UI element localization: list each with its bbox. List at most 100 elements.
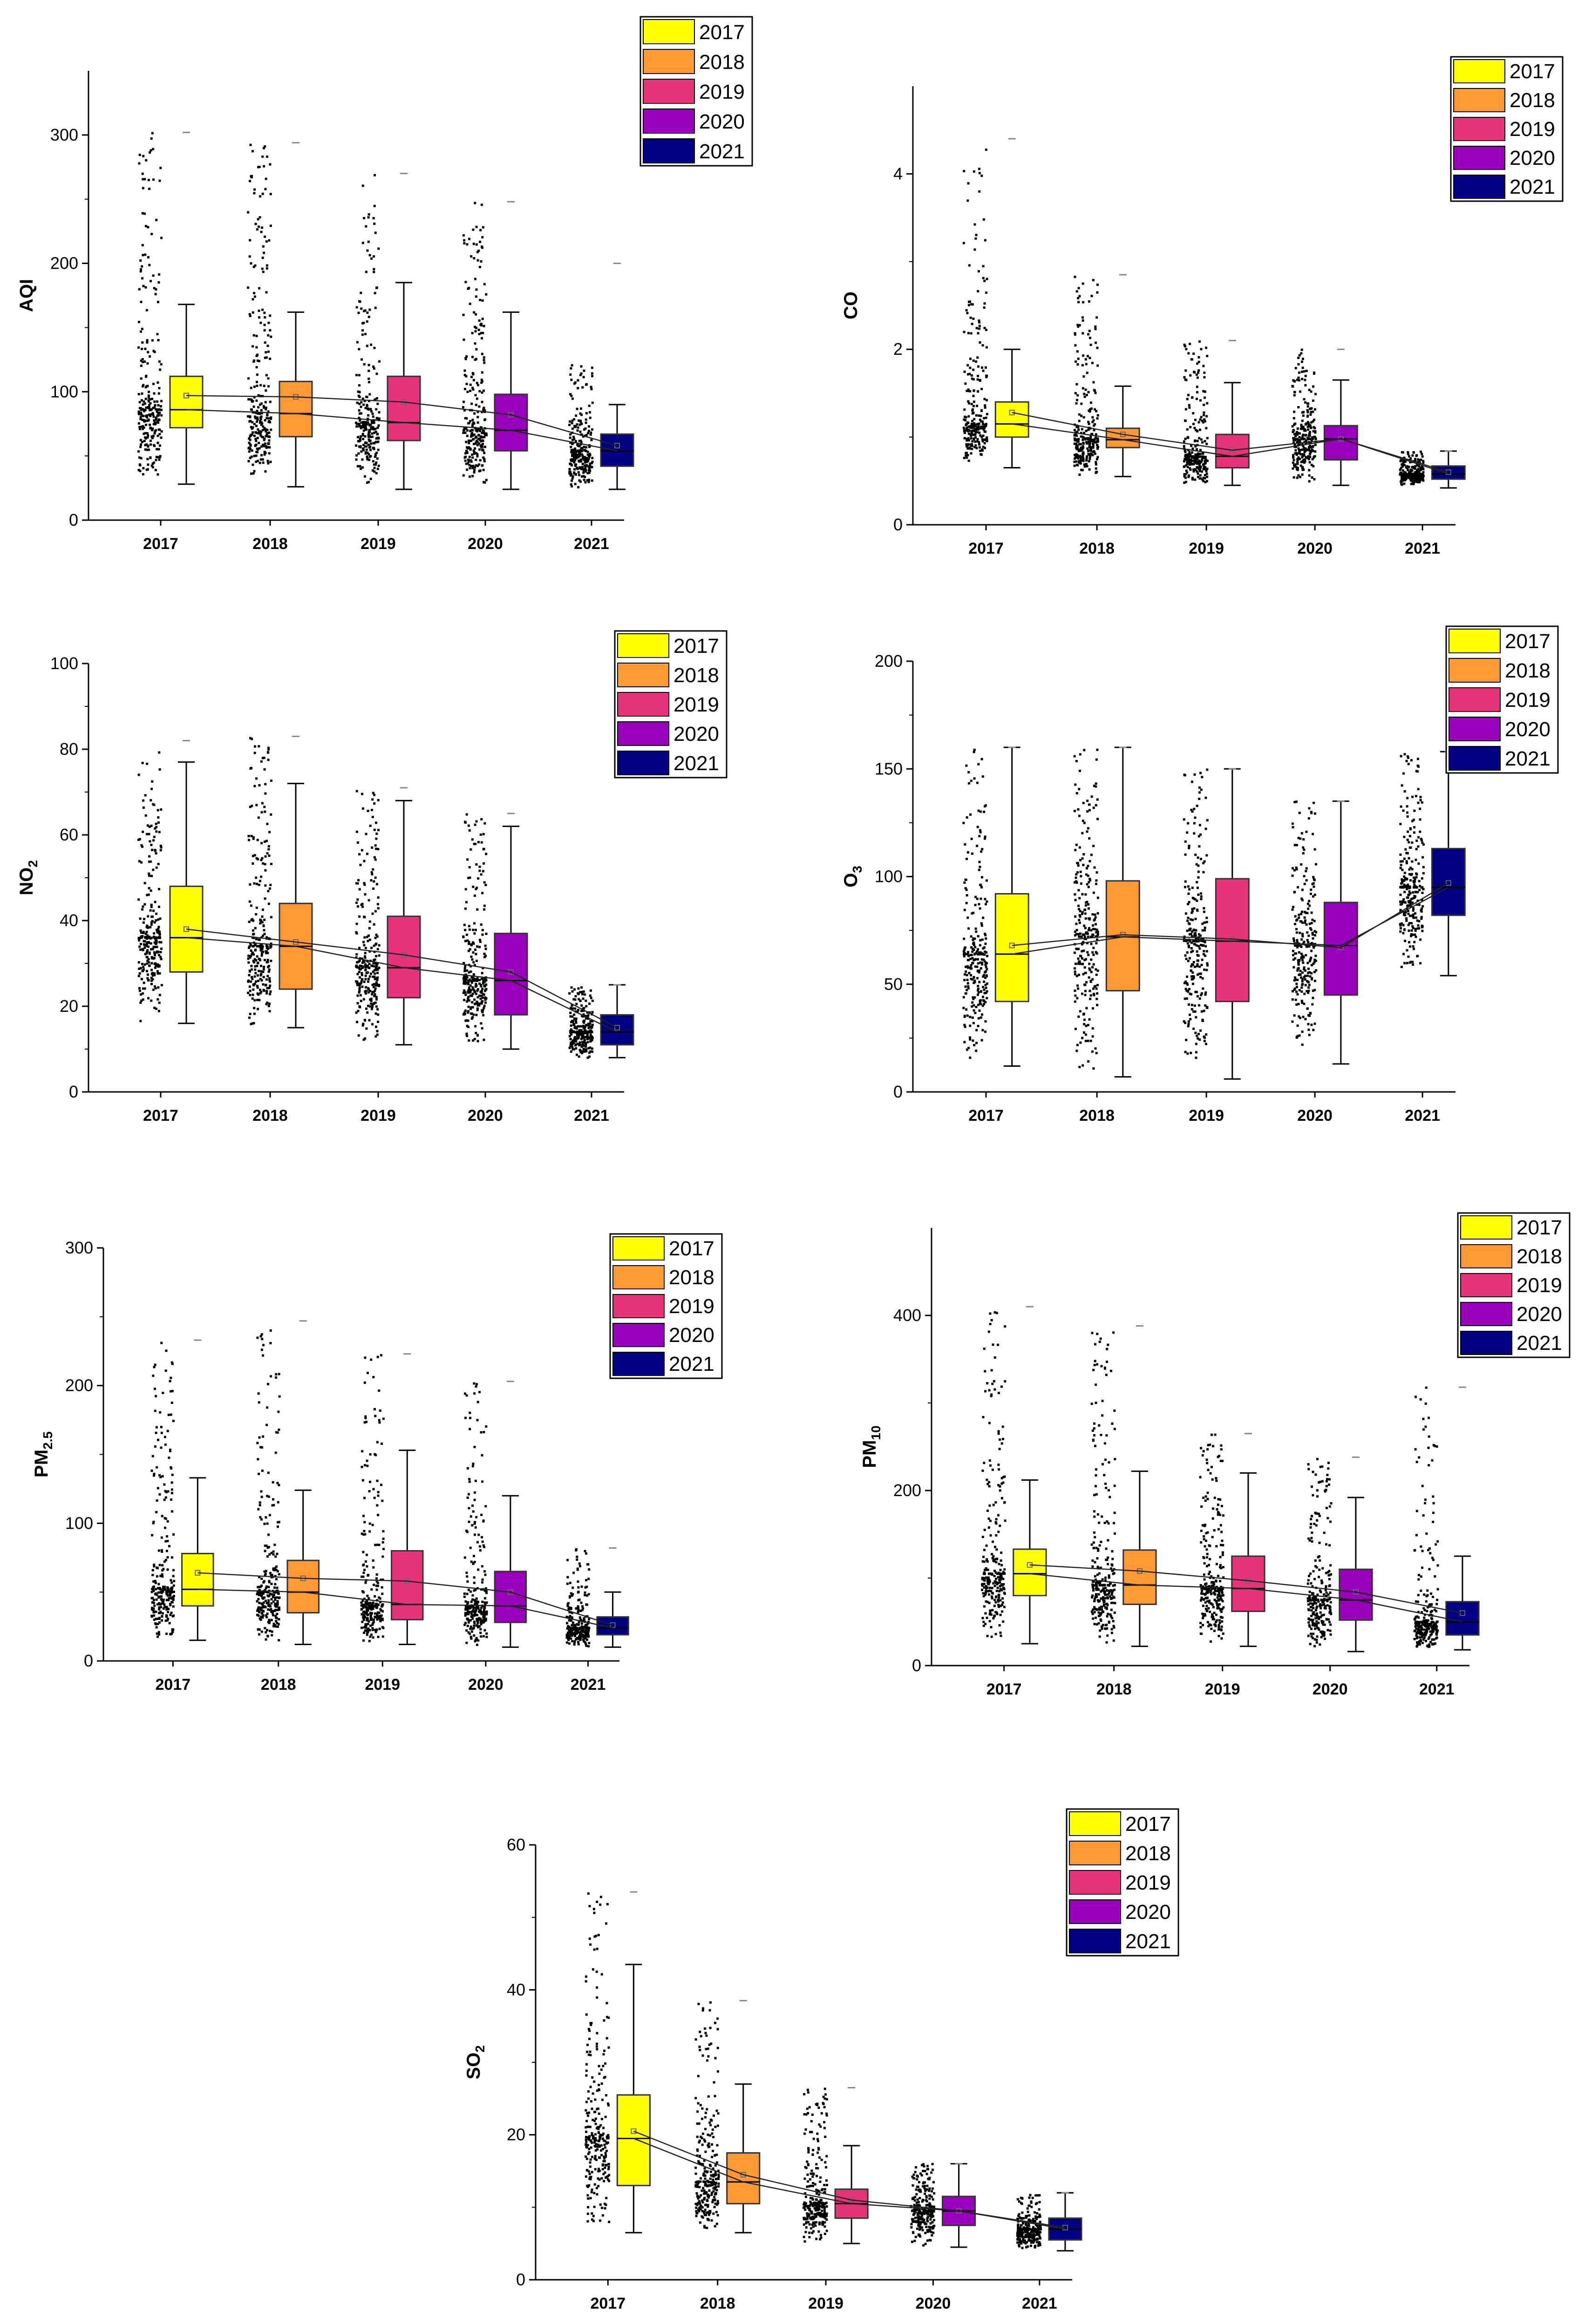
scatter-point <box>1078 1066 1081 1069</box>
scatter-point <box>1200 470 1203 473</box>
scatter-point <box>1074 276 1076 278</box>
scatter-point <box>1204 440 1206 442</box>
scatter-point <box>967 439 970 442</box>
scatter-point <box>147 973 150 976</box>
scatter-point <box>139 948 142 951</box>
scatter-point <box>1095 973 1098 976</box>
legend-swatch-2019 <box>643 79 695 104</box>
scatter-point <box>254 965 257 968</box>
scatter-point <box>585 421 587 424</box>
scatter-point <box>1198 845 1201 848</box>
scatter-point <box>470 465 473 468</box>
scatter-point <box>137 898 140 901</box>
scatter-point <box>979 434 982 437</box>
scatter-point <box>360 427 362 429</box>
scatter-point <box>1414 480 1416 483</box>
scatter-point <box>269 980 272 983</box>
scatter-point <box>263 165 265 168</box>
scatter-point <box>1080 414 1083 417</box>
scatter-point <box>258 441 260 444</box>
scatter-point <box>1095 952 1098 955</box>
scatter-point <box>970 452 973 455</box>
scatter-point <box>138 987 141 989</box>
scatter-point <box>1193 457 1196 460</box>
scatter-point <box>1092 963 1095 966</box>
scatter-point <box>355 374 358 377</box>
scatter-point <box>249 1013 252 1016</box>
scatter-point <box>375 965 378 968</box>
scatter-point <box>248 985 251 988</box>
scatter-point <box>1304 447 1307 450</box>
scatter-point <box>1194 934 1197 937</box>
scatter-point <box>1205 346 1208 349</box>
scatter-point <box>373 802 376 805</box>
scatter-point <box>589 989 592 992</box>
scatter-point <box>373 268 375 271</box>
scatter-point <box>1076 446 1079 449</box>
scatter-point <box>1202 1019 1204 1022</box>
scatter-point <box>254 417 257 420</box>
scatter-point <box>1087 929 1090 932</box>
scatter-point <box>367 216 370 219</box>
scatter-point <box>462 1013 465 1016</box>
scatter-point <box>1076 997 1079 1000</box>
scatter-point <box>573 468 576 471</box>
scatter-point <box>361 329 364 332</box>
scatter-point <box>964 887 967 890</box>
scatter-point <box>1201 958 1204 961</box>
scatter-point <box>1311 446 1314 448</box>
scatter-point <box>1197 475 1200 478</box>
scatter-point <box>359 300 361 303</box>
scatter-point <box>1413 475 1415 478</box>
scatter-point <box>364 1037 367 1040</box>
scatter-point <box>1200 348 1203 351</box>
scatter-point <box>591 1047 593 1050</box>
scatter-point <box>373 828 376 831</box>
scatter-point <box>478 438 481 441</box>
scatter-point <box>1421 455 1424 458</box>
scatter-point <box>1086 442 1088 445</box>
scatter-point <box>1088 918 1091 921</box>
scatter-point <box>1095 782 1097 785</box>
scatter-point <box>266 822 269 825</box>
scatter-point <box>1399 460 1402 462</box>
scatter-point <box>251 977 254 980</box>
scatter-point <box>257 428 259 431</box>
y-tick-label: 200 <box>50 254 78 273</box>
scatter-point <box>1073 951 1076 954</box>
scatter-point <box>253 423 256 426</box>
scatter-point <box>1096 456 1099 459</box>
scatter-point <box>1091 935 1094 938</box>
scatter-point <box>1300 437 1303 440</box>
scatter-point <box>1076 440 1079 442</box>
scatter-point <box>1417 458 1420 461</box>
scatter-point <box>1081 439 1084 441</box>
scatter-point <box>1087 935 1089 938</box>
scatter-point <box>581 1050 584 1053</box>
scatter-point <box>581 1015 584 1018</box>
scatter-point <box>478 979 481 982</box>
scatter-point <box>581 454 584 457</box>
scatter-point <box>981 775 984 778</box>
scatter-point <box>1297 357 1300 359</box>
scatter-point <box>363 217 366 219</box>
scatter-point <box>981 366 984 369</box>
scatter-point <box>260 445 263 448</box>
scatter-point <box>148 961 150 964</box>
scatter-point <box>147 945 150 948</box>
scatter-point <box>158 458 161 461</box>
scatter-point <box>1310 421 1313 424</box>
scatter-point <box>573 1030 576 1033</box>
scatter-point <box>573 1026 576 1029</box>
scatter-point <box>253 291 256 294</box>
scatter-point <box>479 459 482 462</box>
scatter-point <box>1206 819 1209 822</box>
y-tick-label: 100 <box>875 867 903 886</box>
scatter-point <box>147 979 150 982</box>
scatter-point <box>370 879 373 882</box>
legend-label-2017: 2017 <box>1510 60 1555 83</box>
scatter-point <box>464 820 467 823</box>
scatter-point <box>482 1014 485 1016</box>
scatter-point <box>474 394 477 397</box>
scatter-point <box>262 935 265 937</box>
